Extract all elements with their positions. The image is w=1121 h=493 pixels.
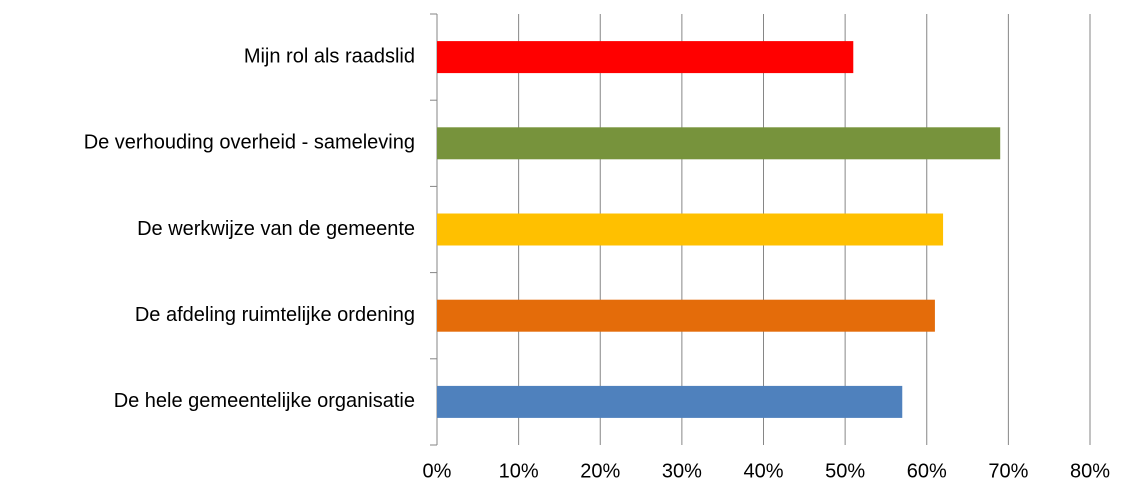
y-tick-label: De verhouding overheid - sameleving [84, 132, 415, 154]
x-tick-label: 10% [499, 460, 539, 482]
x-tick-label: 20% [580, 460, 620, 482]
y-tick-label: De hele gemeentelijke organisatie [114, 390, 415, 412]
x-tick-label: 0% [423, 460, 452, 482]
y-tick-label: De werkwijze van de gemeente [137, 218, 415, 240]
bar [437, 127, 1001, 160]
y-tick-label: Mijn rol als raadslid [244, 45, 415, 67]
bar [437, 41, 854, 74]
x-tick-label: 50% [825, 460, 865, 482]
bar [437, 213, 944, 246]
x-tick-label: 80% [1070, 460, 1110, 482]
x-tick-label: 30% [662, 460, 702, 482]
y-tick-label: De afdeling ruimtelijke ordening [135, 304, 415, 326]
x-tick-label: 40% [743, 460, 783, 482]
bar [437, 385, 903, 418]
x-tick-label: 60% [907, 460, 947, 482]
bar [437, 299, 935, 332]
x-tick-label: 70% [988, 460, 1028, 482]
